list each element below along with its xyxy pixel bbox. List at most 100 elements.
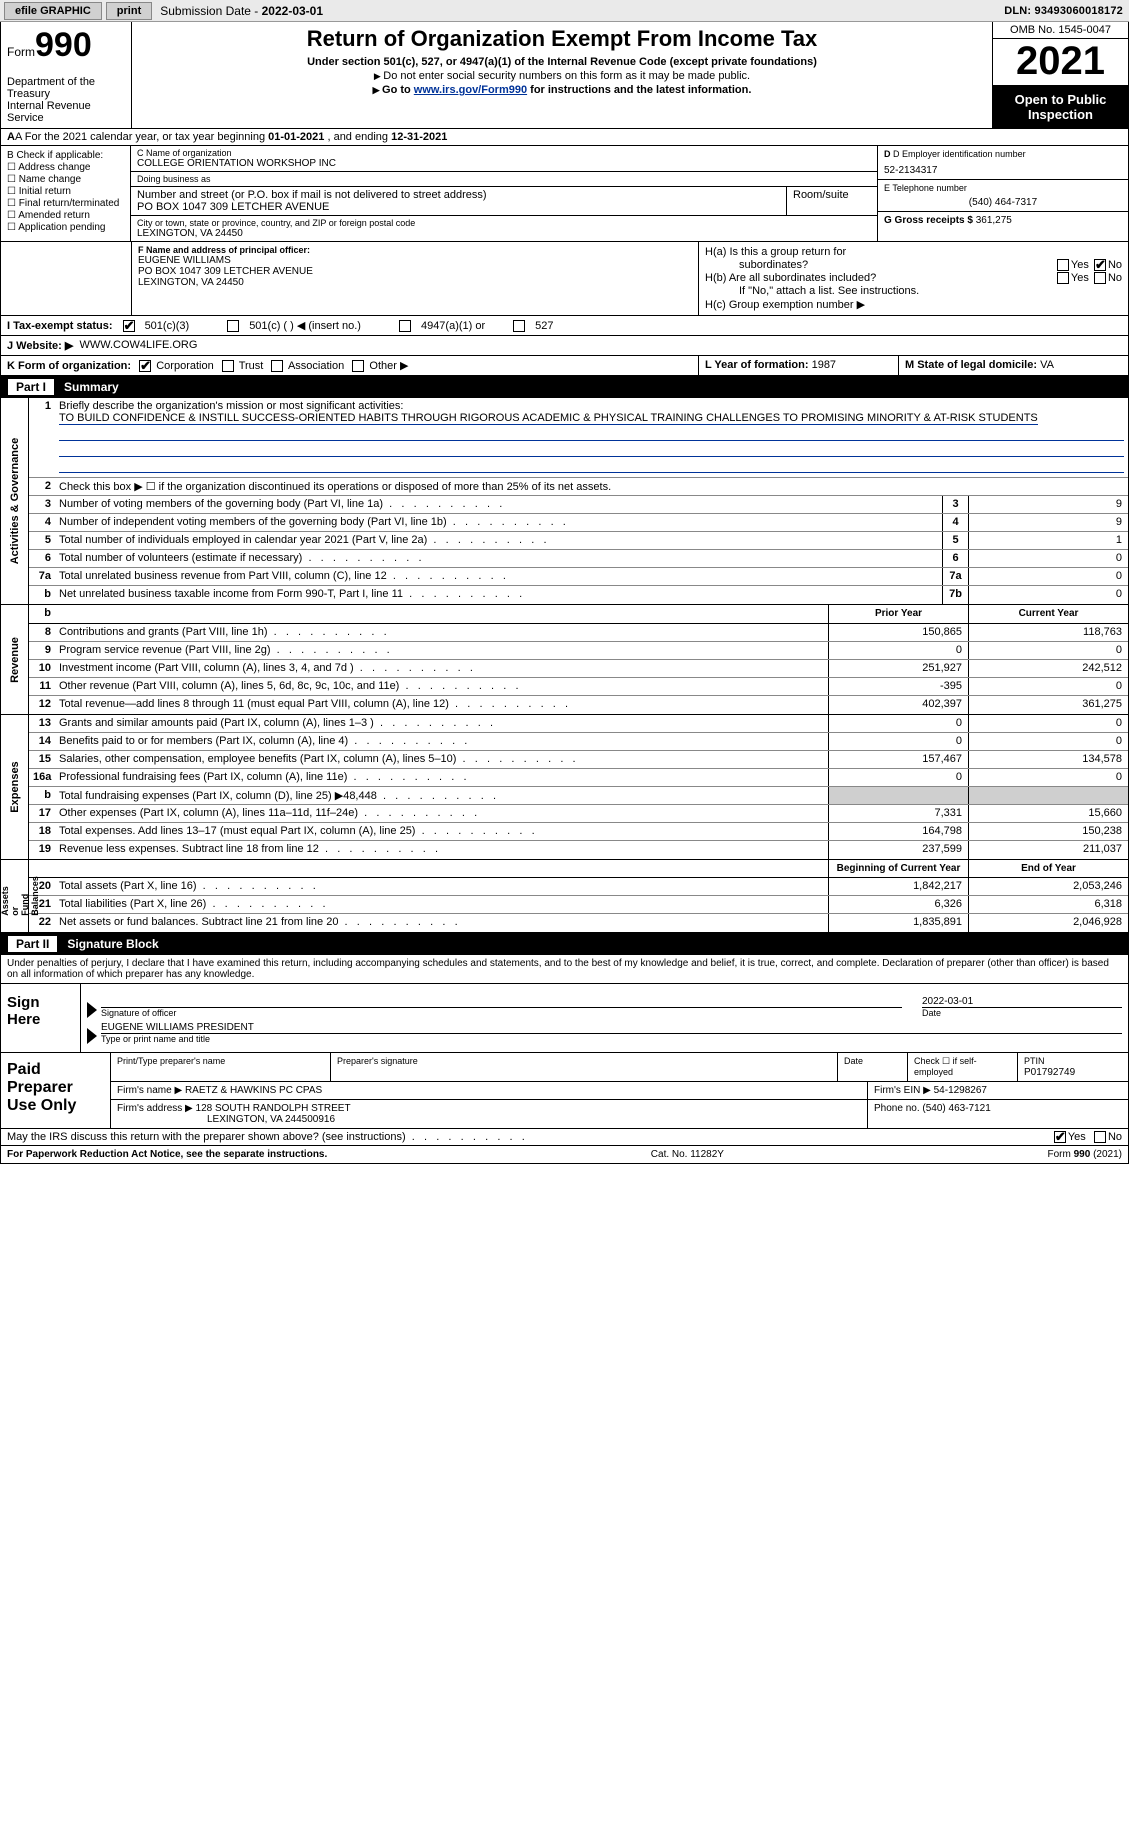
summary-netassets: Net Assets or Fund Balances Beginning of… [0, 860, 1129, 933]
part-i-header: Part ISummary [0, 376, 1129, 398]
bcy-header: Beginning of Current Year [828, 860, 968, 877]
form-990-footer: Form 990 (2021) [1048, 1149, 1122, 1160]
year-formation: 1987 [812, 359, 836, 371]
ha-yes-checkbox[interactable] [1057, 259, 1069, 271]
table-row: 20Total assets (Part X, line 16)1,842,21… [29, 878, 1128, 896]
chk-527[interactable] [513, 320, 525, 332]
paperwork-notice: For Paperwork Reduction Act Notice, see … [7, 1149, 327, 1160]
irs-link[interactable]: www.irs.gov/Form990 [414, 84, 527, 96]
prep-date-label: Date [844, 1056, 863, 1066]
form-subtitle-2: Do not enter social security numbers on … [138, 70, 986, 82]
prep-name-label: Print/Type preparer's name [117, 1056, 225, 1066]
firm-name: RAETZ & HAWKINS PC CPAS [185, 1085, 322, 1096]
firm-ein: 54-1298267 [934, 1085, 987, 1096]
chk-4947[interactable] [399, 320, 411, 332]
discuss-no-checkbox[interactable] [1094, 1131, 1106, 1143]
ha-no-checkbox[interactable] [1094, 259, 1106, 271]
sig-officer-caption: Signature of officer [101, 1008, 902, 1018]
table-row: 9Program service revenue (Part VIII, lin… [29, 642, 1128, 660]
section-b: B Check if applicable: ☐ Address change … [1, 146, 131, 241]
c-street-label: Number and street (or P.O. box if mail i… [137, 189, 780, 201]
prep-self-employed: Check ☐ if self-employed [914, 1056, 977, 1077]
vlabel-expenses: Expenses [9, 762, 21, 813]
j-label: J Website: ▶ [7, 339, 73, 352]
line2-text: Check this box ▶ ☐ if the organization d… [55, 478, 1128, 495]
tax-year: 2021 [993, 39, 1128, 86]
form-subtitle-1: Under section 501(c), 527, or 4947(a)(1)… [138, 56, 986, 68]
summary-gov: Activities & Governance 1 Briefly descri… [0, 398, 1129, 605]
chk-501c3[interactable] [123, 320, 135, 332]
summary-expenses: Expenses 13Grants and similar amounts pa… [0, 715, 1129, 860]
telephone: (540) 464-7317 [884, 197, 1122, 208]
chk-name-change[interactable]: ☐ Name change [7, 174, 124, 185]
table-row: 12Total revenue—add lines 8 through 11 (… [29, 696, 1128, 714]
chk-other[interactable] [352, 360, 364, 372]
row-klm: K Form of organization: Corporation Trus… [0, 356, 1129, 376]
vlabel-revenue: Revenue [9, 637, 21, 683]
row-a-period: AA For the 2021 calendar year, or tax ye… [0, 129, 1129, 146]
print-button[interactable]: print [106, 2, 152, 20]
table-row: 10Investment income (Part VIII, column (… [29, 660, 1128, 678]
table-row: 21Total liabilities (Part X, line 26)6,3… [29, 896, 1128, 914]
chk-final-return[interactable]: ☐ Final return/terminated [7, 198, 124, 209]
officer-printed-name: EUGENE WILLIAMS PRESIDENT [101, 1022, 1122, 1033]
discuss-yes-checkbox[interactable] [1054, 1131, 1066, 1143]
chk-association[interactable] [271, 360, 283, 372]
eoy-header: End of Year [968, 860, 1128, 877]
sign-here-label: Sign Here [1, 984, 81, 1052]
d-ein-label: D D Employer identification number [884, 149, 1122, 159]
officer-name: EUGENE WILLIAMS [138, 255, 692, 266]
row-j-website: J Website: ▶ WWW.COW4LIFE.ORG [0, 336, 1129, 356]
efile-graphic-button[interactable]: efile GRAPHIC [4, 2, 102, 20]
cat-no: Cat. No. 11282Y [327, 1149, 1047, 1160]
phone-label: Phone no. [874, 1103, 920, 1114]
hb-no-checkbox[interactable] [1094, 272, 1106, 284]
ptin-label: PTIN [1024, 1056, 1045, 1066]
part-ii-header: Part IISignature Block [0, 933, 1129, 955]
d-tel-label: E Telephone number [884, 183, 1122, 193]
table-row: 6Total number of volunteers (estimate if… [29, 550, 1128, 568]
open-to-public: Open to Public Inspection [993, 86, 1128, 128]
c-room-label: Room/suite [793, 189, 871, 201]
b-label: B Check if applicable: [7, 150, 124, 161]
firm-addr1: 128 SOUTH RANDOLPH STREET [196, 1103, 351, 1114]
hb-yes-checkbox[interactable] [1057, 272, 1069, 284]
chk-initial-return[interactable]: ☐ Initial return [7, 186, 124, 197]
state-domicile: VA [1040, 359, 1054, 371]
website: WWW.COW4LIFE.ORG [79, 339, 197, 352]
chk-address-change[interactable]: ☐ Address change [7, 162, 124, 173]
ha-question: H(a) Is this a group return for [705, 246, 1122, 258]
omb-number: OMB No. 1545-0047 [993, 22, 1128, 39]
k-label: K Form of organization: [7, 360, 131, 372]
name-arrow-icon [87, 1028, 97, 1044]
mission-text: TO BUILD CONFIDENCE & INSTILL SUCCESS-OR… [59, 412, 1038, 425]
hb-note: If "No," attach a list. See instructions… [705, 285, 1122, 297]
officer-addr2: LEXINGTON, VA 24450 [138, 277, 692, 288]
c-city-label: City or town, state or province, country… [137, 218, 871, 228]
c-name-label: C Name of organization [137, 148, 871, 158]
chk-trust[interactable] [222, 360, 234, 372]
chk-501c[interactable] [227, 320, 239, 332]
paid-preparer-label: Paid Preparer Use Only [1, 1053, 111, 1128]
section-d: D D Employer identification number 52-21… [878, 146, 1128, 241]
table-row: 4Number of independent voting members of… [29, 514, 1128, 532]
signature-block: Under penalties of perjury, I declare th… [0, 955, 1129, 1129]
chk-amended-return[interactable]: ☐ Amended return [7, 210, 124, 221]
i-label: I Tax-exempt status: [7, 320, 113, 332]
ha-question-2: subordinates? [705, 259, 1002, 271]
section-fh: F Name and address of principal officer:… [0, 242, 1129, 316]
chk-corporation[interactable] [139, 360, 151, 372]
section-c: C Name of organization COLLEGE ORIENTATI… [131, 146, 878, 241]
summary-revenue: Revenue b Prior Year Current Year 8Contr… [0, 605, 1129, 715]
form-header: Form990 Department of the Treasury Inter… [0, 22, 1129, 129]
table-row: bTotal fundraising expenses (Part IX, co… [29, 787, 1128, 805]
m-label: M State of legal domicile: [905, 359, 1037, 371]
firm-name-label: Firm's name ▶ [117, 1085, 182, 1096]
chk-application-pending[interactable]: ☐ Application pending [7, 222, 124, 233]
firm-phone: (540) 463-7121 [922, 1103, 990, 1114]
page-footer: For Paperwork Reduction Act Notice, see … [0, 1146, 1129, 1164]
g-gross-label: G Gross receipts $ [884, 215, 973, 226]
table-row: bNet unrelated business taxable income f… [29, 586, 1128, 604]
prep-sig-label: Preparer's signature [337, 1056, 418, 1066]
table-row: 13Grants and similar amounts paid (Part … [29, 715, 1128, 733]
